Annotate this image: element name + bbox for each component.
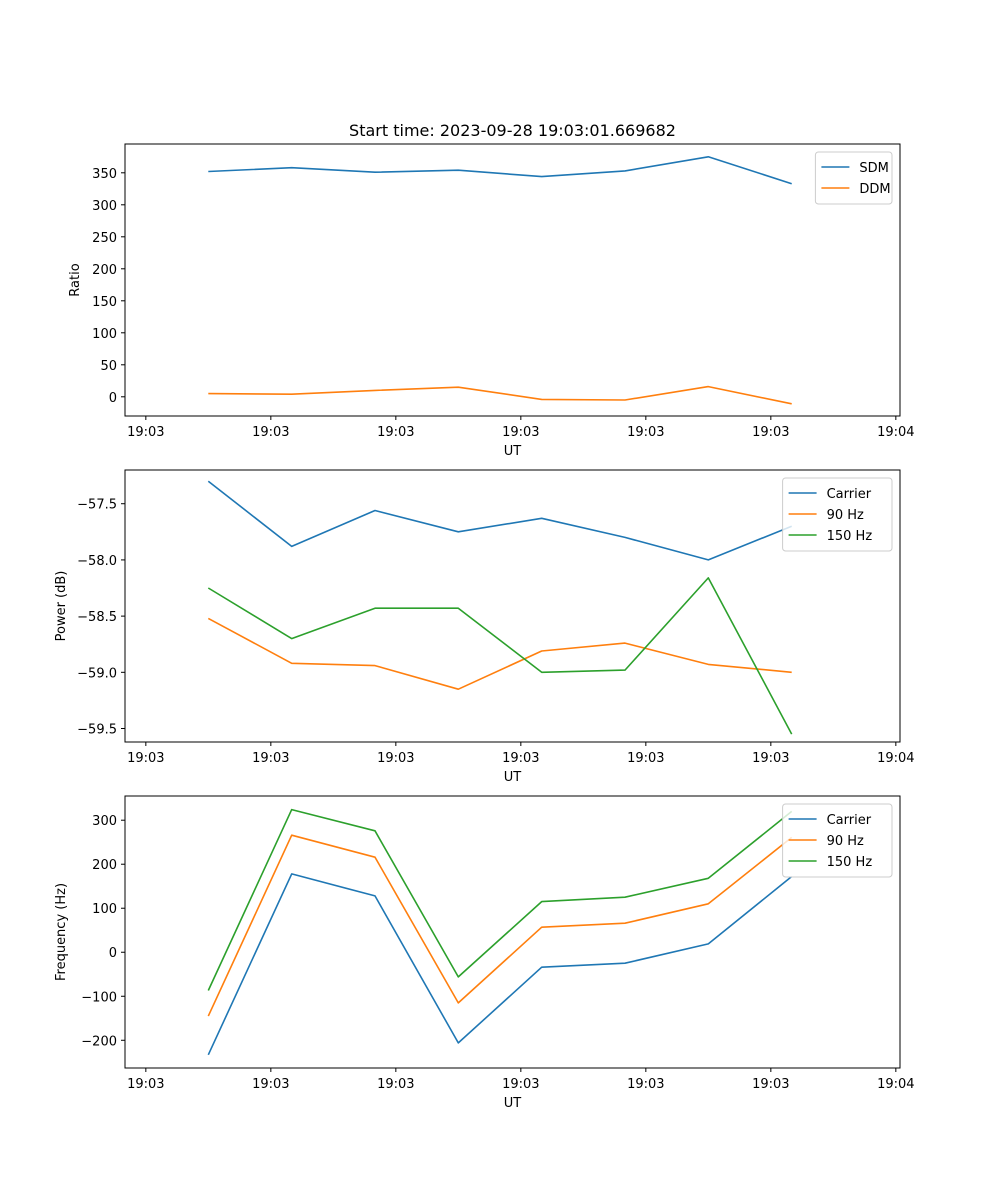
chart-3-axes-frame xyxy=(124,795,901,1069)
chart-1-x-tick-label: 19:03 xyxy=(752,425,789,440)
chart-3-x-tick-label: 19:04 xyxy=(877,1077,914,1092)
chart-3-legend xyxy=(782,803,893,878)
chart-2-x-tick-label: 19:03 xyxy=(502,751,539,766)
chart-1-y-tick-label: 350 xyxy=(92,167,117,182)
chart-1-x-tick-label: 19:03 xyxy=(627,425,664,440)
chart-1-y-tick-label: 200 xyxy=(92,263,117,278)
chart-3-series-carrier-line xyxy=(207,873,793,1056)
chart-1-axes-frame xyxy=(124,143,901,417)
chart-2-y-tick-label: −59.0 xyxy=(77,666,117,681)
chart-1-legend xyxy=(814,151,893,205)
chart-2-y-axis-label: Power (dB) xyxy=(54,571,69,642)
chart-1-x-tick-label: 19:03 xyxy=(377,425,414,440)
chart-1-title: Start time: 2023-09-28 19:03:01.669682 xyxy=(349,121,676,140)
chart-3-y-tick-label: −100 xyxy=(81,990,117,1005)
chart-2-x-tick-label: 19:03 xyxy=(752,751,789,766)
chart-2-y-tick-label: −57.5 xyxy=(77,498,117,513)
chart-3-x-tick-label: 19:03 xyxy=(252,1077,289,1092)
chart-3-legend-label-150-hz: 150 Hz xyxy=(827,855,873,870)
chart-1-legend-label-ddm: DDM xyxy=(859,182,890,197)
chart-2-legend-label-carrier: Carrier xyxy=(827,487,872,502)
chart-2-y-tick-label: −58.5 xyxy=(77,610,117,625)
chart-2-y-tick-label: −59.5 xyxy=(77,723,117,738)
chart-1-series-ddm-line xyxy=(208,385,792,405)
chart-1-y-tick-label: 0 xyxy=(109,391,117,406)
chart-3-series-150-hz-line xyxy=(207,808,793,991)
chart-2-y-tick-label: −58.0 xyxy=(77,554,117,569)
chart-3-x-tick-label: 19:03 xyxy=(127,1077,164,1092)
chart-2-series-150-hz-line xyxy=(207,577,793,735)
chart-2-series-carrier-line xyxy=(207,480,792,561)
chart-3-y-tick-label: 300 xyxy=(92,814,117,829)
chart-3-x-tick-label: 19:03 xyxy=(377,1077,414,1092)
chart-1-y-axis-label: Ratio xyxy=(68,263,83,296)
chart-3-legend-label-carrier: Carrier xyxy=(827,813,872,828)
chart-2-axes-frame xyxy=(124,469,901,743)
chart-2-x-tick-label: 19:03 xyxy=(127,751,164,766)
chart-3-legend-label-90-hz: 90 Hz xyxy=(827,834,864,849)
chart-2-legend xyxy=(782,477,893,552)
chart-1-legend-label-sdm: SDM xyxy=(859,161,888,176)
chart-2-x-tick-label: 19:03 xyxy=(252,751,289,766)
chart-1-x-tick-label: 19:03 xyxy=(502,425,539,440)
chart-1-x-axis-label: UT xyxy=(504,444,522,459)
chart-1-y-tick-label: 250 xyxy=(92,231,117,246)
chart-1-x-tick-label: 19:03 xyxy=(127,425,164,440)
chart-2-series-90-hz-line xyxy=(207,617,792,691)
chart-2-x-tick-label: 19:04 xyxy=(877,751,914,766)
chart-3-x-tick-label: 19:03 xyxy=(627,1077,664,1092)
chart-1-series-sdm-line xyxy=(208,156,792,185)
chart-2-legend-label-90-hz: 90 Hz xyxy=(827,508,864,523)
chart-3-x-tick-label: 19:03 xyxy=(752,1077,789,1092)
chart-2-x-tick-label: 19:03 xyxy=(377,751,414,766)
chart-2-legend-label-150-hz: 150 Hz xyxy=(827,529,873,544)
chart-3-x-tick-label: 19:03 xyxy=(502,1077,539,1092)
chart-3-y-tick-label: 0 xyxy=(109,946,117,961)
chart-1-y-tick-label: 150 xyxy=(92,295,117,310)
chart-1-y-tick-label: 100 xyxy=(92,327,117,342)
chart-3-y-tick-label: 100 xyxy=(92,902,117,917)
chart-2-x-tick-label: 19:03 xyxy=(627,751,664,766)
chart-1-y-tick-label: 50 xyxy=(100,359,117,374)
chart-3-series-90-hz-line xyxy=(207,834,793,1017)
chart-3-y-tick-label: −200 xyxy=(81,1034,117,1049)
chart-1-x-tick-label: 19:04 xyxy=(877,425,914,440)
chart-2-x-axis-label: UT xyxy=(504,770,522,785)
chart-3-x-axis-label: UT xyxy=(504,1096,522,1111)
chart-3-y-axis-label: Frequency (Hz) xyxy=(54,883,69,981)
chart-1-x-tick-label: 19:03 xyxy=(252,425,289,440)
chart-3-y-tick-label: 200 xyxy=(92,858,117,873)
chart-1-y-tick-label: 300 xyxy=(92,199,117,214)
